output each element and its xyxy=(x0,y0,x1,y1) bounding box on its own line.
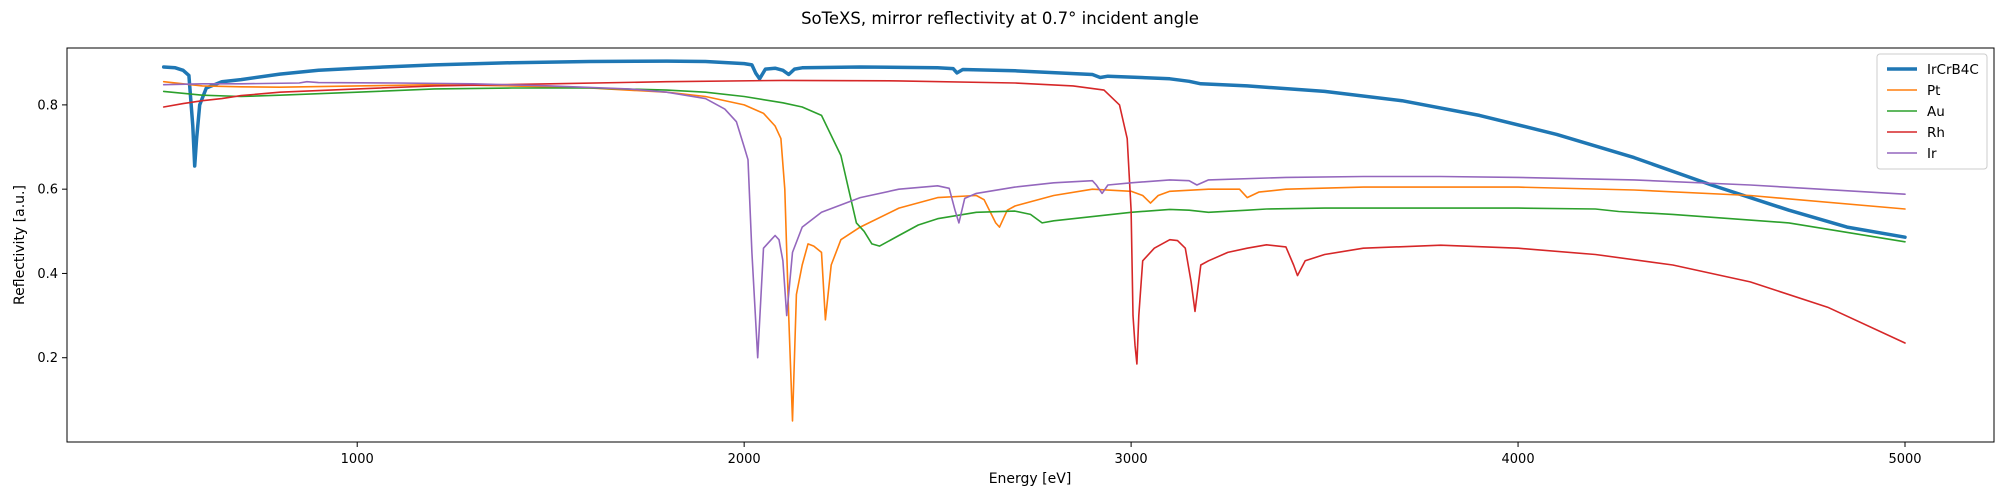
legend-label-ircrb4c: IrCrB4C xyxy=(1927,62,1979,78)
x-tick-label: 5000 xyxy=(1888,452,1921,467)
y-tick-label: 0.4 xyxy=(37,267,58,282)
x-axis-label: Energy [eV] xyxy=(989,471,1072,487)
x-axis: 1000 2000 3000 4000 5000 xyxy=(341,442,1922,467)
plot-area xyxy=(67,48,1994,442)
legend-label-au: Au xyxy=(1927,104,1945,120)
legend-frame xyxy=(1876,53,1988,170)
legend-label-pt: Pt xyxy=(1927,83,1940,99)
x-tick-label: 2000 xyxy=(728,452,761,467)
chart-title: SoTeXS, mirror reflectivity at 0.7° inci… xyxy=(801,9,1199,28)
series-line-ir xyxy=(162,80,1906,359)
x-tick-label: 3000 xyxy=(1115,452,1148,467)
y-tick-label: 0.2 xyxy=(37,351,58,366)
y-tick-label: 0.6 xyxy=(37,183,58,198)
plot-frame-border xyxy=(66,47,1995,443)
y-tick-label: 0.8 xyxy=(37,98,58,113)
y-axis: 0.2 0.4 0.6 0.8 xyxy=(37,98,67,366)
y-axis-label: Reflectivity [a.u.] xyxy=(12,185,28,305)
x-tick-label: 1000 xyxy=(341,452,374,467)
x-tick-label: 4000 xyxy=(1502,452,1535,467)
legend: IrCrB4C Pt Au Rh Ir xyxy=(1876,53,1988,170)
series-layer xyxy=(161,59,1907,422)
series-line-ircrb4c xyxy=(161,59,1907,239)
legend-label-ir: Ir xyxy=(1927,146,1937,162)
legend-label-rh: Rh xyxy=(1927,125,1945,141)
